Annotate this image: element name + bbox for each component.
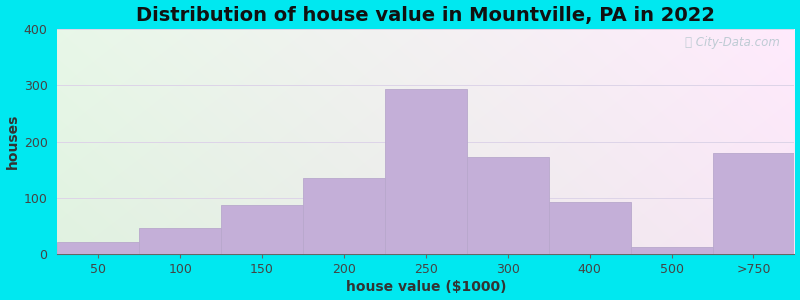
Bar bbox=[385, 89, 467, 254]
X-axis label: house value ($1000): house value ($1000) bbox=[346, 280, 506, 294]
Bar bbox=[58, 242, 139, 254]
Y-axis label: houses: houses bbox=[6, 114, 19, 169]
Bar bbox=[139, 228, 221, 254]
Bar bbox=[467, 157, 549, 254]
Bar bbox=[713, 153, 794, 254]
Bar bbox=[630, 248, 713, 254]
Title: Distribution of house value in Mountville, PA in 2022: Distribution of house value in Mountvill… bbox=[136, 6, 715, 25]
Bar bbox=[221, 205, 303, 254]
Bar bbox=[303, 178, 385, 254]
Text: ⓘ City-Data.com: ⓘ City-Data.com bbox=[685, 36, 780, 49]
Bar bbox=[549, 202, 630, 254]
